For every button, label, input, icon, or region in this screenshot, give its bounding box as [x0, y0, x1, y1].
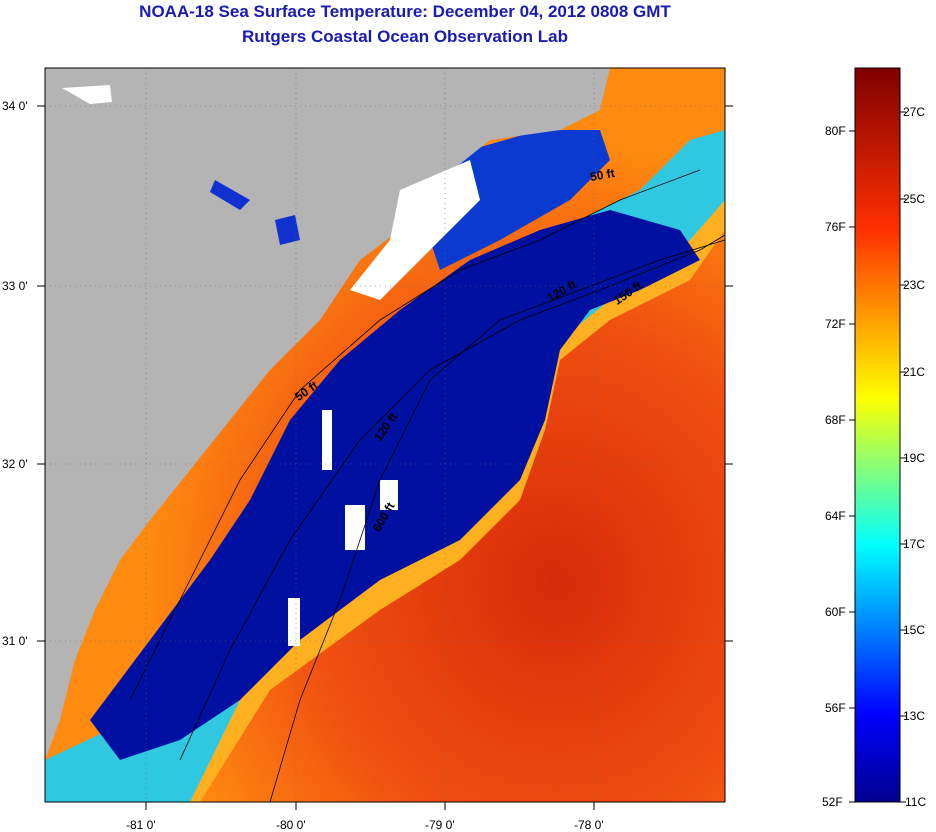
colorbar-c-label: 15C [903, 623, 926, 637]
lat-tick-label: 33 0' [2, 279, 28, 293]
inland-lakes [210, 180, 300, 245]
axis-ticks [37, 105, 733, 810]
lon-tick-label: -79 0' [425, 818, 455, 832]
colorbar-c-label: 27C [903, 105, 926, 119]
colorbar-c-label: 17C [903, 537, 926, 551]
lat-tick-label: 34 0' [2, 99, 28, 113]
bathymetry-contours [129, 169, 725, 802]
land-mass [45, 68, 610, 760]
lon-tick-label: -78 0' [574, 818, 604, 832]
colorbar-f-label: 56F [825, 701, 846, 715]
colorbar-c-label: 19C [903, 451, 926, 465]
map-frame [44, 67, 726, 803]
colorbar-f-label: 80F [825, 124, 846, 138]
colorbar-f-label: 68F [825, 413, 846, 427]
colorbar-ticks [849, 111, 906, 803]
colorbar [854, 67, 901, 803]
colorbar-c-label: 23C [903, 278, 926, 292]
lon-tick-label: -80 0' [276, 818, 306, 832]
colorbar-f-label: 52F [822, 795, 843, 809]
lat-tick-label: 32 0' [2, 457, 28, 471]
sst-map-panel [45, 68, 725, 802]
lat-tick-label: 31 0' [2, 634, 28, 648]
colorbar-c-label: 13C [903, 709, 926, 723]
colorbar-f-label: 60F [825, 605, 846, 619]
lat-lon-grid [45, 68, 725, 802]
colorbar-c-label: 25C [903, 192, 926, 206]
colorbar-f-label: 76F [825, 220, 846, 234]
map-title: NOAA-18 Sea Surface Temperature: Decembe… [139, 2, 671, 21]
colorbar-c-label: 21C [903, 365, 926, 379]
colorbar-f-label: 64F [825, 509, 846, 523]
colorbar-f-label: 72F [825, 317, 846, 331]
lon-tick-label: -81 0' [126, 818, 156, 832]
colorbar-c-label: 11C [905, 795, 927, 809]
map-subtitle: Rutgers Coastal Ocean Observation Lab [242, 27, 568, 46]
